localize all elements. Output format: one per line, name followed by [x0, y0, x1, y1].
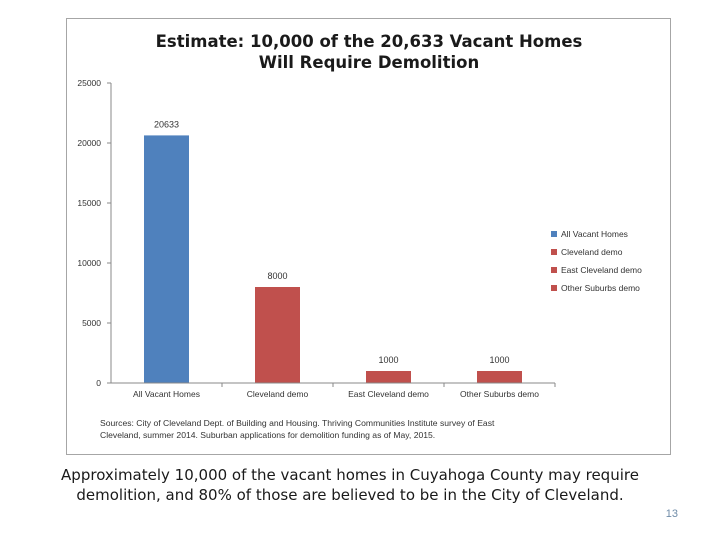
bar-chart: Estimate: 10,000 of the 20,633 Vacant Ho…	[77, 32, 642, 440]
chart-title-line-2: Will Require Demolition	[259, 53, 479, 72]
bar	[255, 287, 300, 383]
category-label: All Vacant Homes	[133, 389, 200, 399]
bar	[366, 371, 411, 383]
y-tick-label: 20000	[77, 138, 101, 148]
bar	[477, 371, 522, 383]
data-label: 1000	[378, 355, 398, 365]
legend-label: All Vacant Homes	[561, 229, 628, 239]
data-label: 8000	[267, 271, 287, 281]
legend-label: Cleveland demo	[561, 247, 623, 257]
category-label: Other Suburbs demo	[460, 389, 539, 399]
y-tick-label: 10000	[77, 258, 101, 268]
caption-line-2: demolition, and 80% of those are believe…	[76, 486, 624, 504]
legend-swatch	[551, 231, 557, 237]
chart-frame: Estimate: 10,000 of the 20,633 Vacant Ho…	[66, 18, 671, 455]
legend-label: Other Suburbs demo	[561, 283, 640, 293]
legend-swatch	[551, 285, 557, 291]
y-tick-label: 5000	[82, 318, 101, 328]
slide-caption: Approximately 10,000 of the vacant homes…	[40, 465, 660, 505]
y-tick-label: 15000	[77, 198, 101, 208]
data-label: 20633	[154, 119, 179, 129]
legend-swatch	[551, 267, 557, 273]
legend-swatch	[551, 249, 557, 255]
category-label: East Cleveland demo	[348, 389, 429, 399]
data-label: 1000	[489, 355, 509, 365]
y-tick-label: 0	[96, 378, 101, 388]
source-line-1: Sources: City of Cleveland Dept. of Buil…	[100, 418, 495, 428]
slide-number: 13	[665, 508, 678, 520]
category-label: Cleveland demo	[247, 389, 309, 399]
y-tick-label: 25000	[77, 78, 101, 88]
bar	[144, 135, 189, 383]
chart-title-line-1: Estimate: 10,000 of the 20,633 Vacant Ho…	[156, 32, 583, 51]
legend-label: East Cleveland demo	[561, 265, 642, 275]
source-line-2: Cleveland, summer 2014. Suburban applica…	[100, 430, 435, 440]
caption-line-1: Approximately 10,000 of the vacant homes…	[61, 466, 639, 484]
